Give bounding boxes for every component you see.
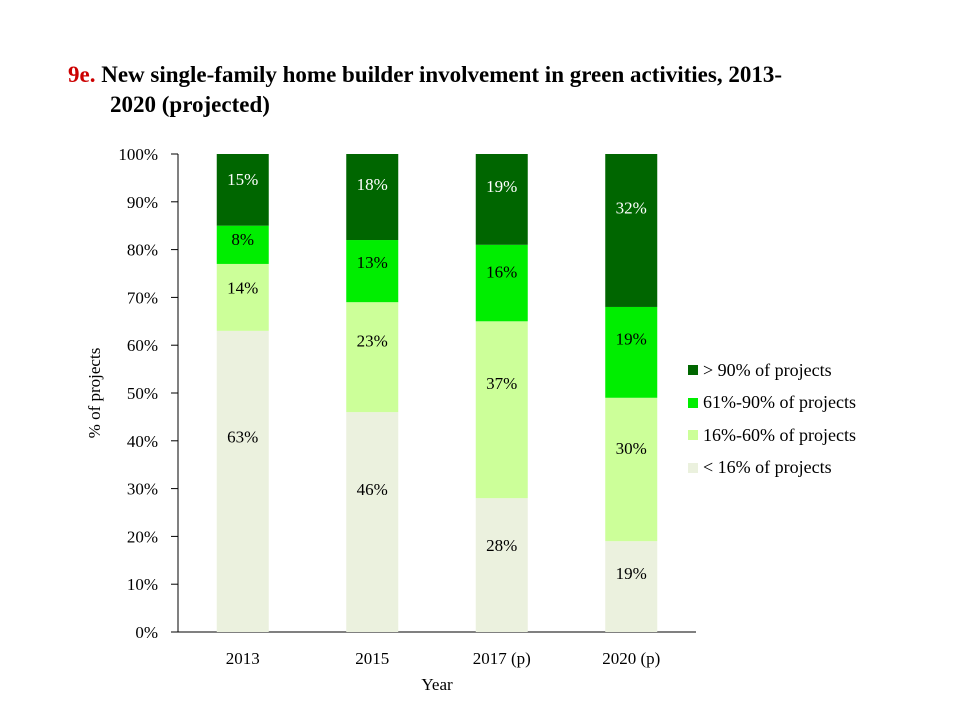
chart-title-line2: 2020 (projected) [110, 92, 270, 117]
legend-label: 16%-60% of projects [703, 424, 856, 445]
bar-segment [475, 498, 528, 632]
x-tick-label: 2015 [355, 649, 389, 668]
chart-legend: > 90% of projects 61%-90% of projects 16%-… [688, 354, 856, 484]
bar-segment [346, 302, 399, 413]
legend-swatch [688, 365, 698, 376]
y-tick-label: 40% [127, 432, 158, 451]
bar-value-label: 37% [486, 374, 517, 393]
bar-segment [346, 240, 399, 303]
legend-item: < 16% of projects [688, 452, 856, 485]
bar-value-label: 19% [616, 564, 647, 583]
bar-value-label: 32% [616, 199, 647, 218]
bar-segment [605, 306, 658, 398]
bar-value-label: 16% [486, 263, 517, 282]
y-tick-label: 30% [127, 480, 158, 499]
bar-segment [605, 541, 658, 632]
bar-segment [346, 154, 399, 241]
x-tick-label: 2020 (p) [602, 649, 660, 668]
bar-value-label: 15% [227, 170, 258, 189]
legend-swatch [688, 462, 698, 473]
y-axis-title: % of projects [85, 348, 104, 439]
x-axis-title: Year [421, 675, 453, 694]
bar-value-label: 46% [357, 480, 388, 499]
bar-value-label: 63% [227, 427, 258, 446]
chart-title-line1: New single-family home builder involveme… [101, 62, 782, 87]
legend-swatch [688, 397, 698, 408]
y-tick-label: 100% [118, 145, 158, 164]
bar-value-label: 13% [357, 253, 388, 272]
legend-item: 61%-90% of projects [688, 387, 856, 420]
bar-value-label: 8% [231, 230, 254, 249]
y-tick-label: 50% [127, 384, 158, 403]
bar-segment [216, 330, 269, 632]
bar-value-label: 30% [616, 439, 647, 458]
bar-value-label: 14% [227, 278, 258, 297]
y-tick-label: 60% [127, 336, 158, 355]
legend-swatch [688, 430, 698, 441]
x-tick-label: 2013 [226, 649, 260, 668]
y-tick-label: 10% [127, 575, 158, 594]
chart-title-number: 9e. [68, 62, 96, 87]
y-tick-label: 70% [127, 288, 158, 307]
chart-title: 9e. New single-family home builder invol… [68, 60, 908, 120]
y-tick-label: 80% [127, 241, 158, 260]
y-tick-label: 20% [127, 527, 158, 546]
bar-value-label: 19% [616, 330, 647, 349]
bar-segment [216, 225, 269, 264]
bar-segment [475, 244, 528, 322]
bar-segment [475, 154, 528, 245]
bar-value-label: 19% [486, 177, 517, 196]
y-tick-label: 90% [127, 193, 158, 212]
bar-segment [605, 154, 658, 307]
legend-item: 16%-60% of projects [688, 419, 856, 452]
bar-value-label: 18% [357, 175, 388, 194]
bar-segment [475, 321, 528, 499]
legend-label: > 90% of projects [703, 359, 832, 380]
legend-label: < 16% of projects [703, 457, 832, 478]
legend-label: 61%-90% of projects [703, 392, 856, 413]
bar-segment [216, 263, 269, 331]
bar-value-label: 23% [357, 332, 388, 351]
bar-segment [346, 412, 399, 632]
bar-segment [605, 397, 658, 542]
y-tick-label: 0% [135, 623, 158, 642]
legend-item: > 90% of projects [688, 354, 856, 387]
bar-segment [216, 154, 269, 226]
bar-value-label: 28% [486, 536, 517, 555]
x-tick-label: 2017 (p) [473, 649, 531, 668]
